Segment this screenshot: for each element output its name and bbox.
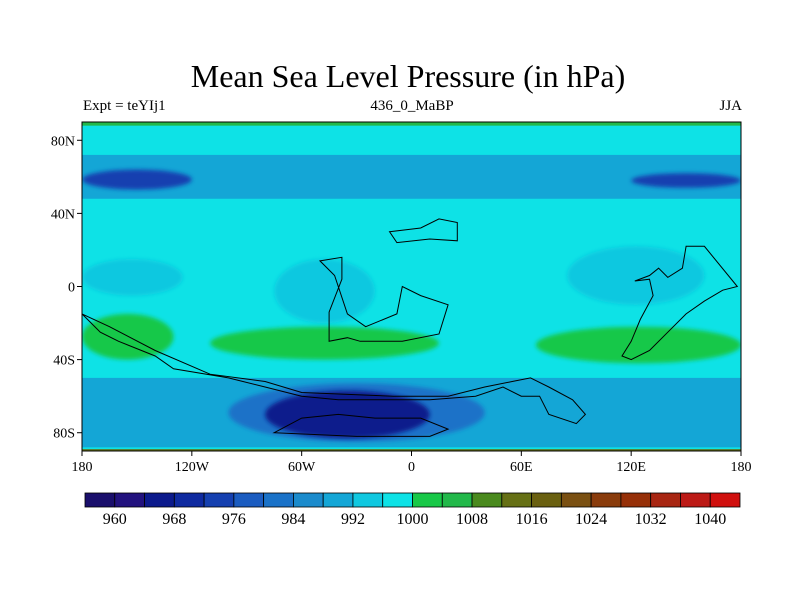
subpolar-low-core-west [82,169,192,190]
x-axis-ticks: 180 120W 60W 0 60E 120E 180 [72,451,752,475]
east-continent [621,245,739,361]
subtropical-high-east [535,326,741,364]
y-tick-label: 80S [53,427,75,442]
x-tick-label: 120W [175,460,210,475]
y-tick-label: 80N [51,134,75,149]
period-label: 436_0_MaBP [370,98,454,114]
colorbar-label: 984 [281,511,305,528]
colorbar-label: 1032 [635,511,667,528]
colorbar-swatch [263,492,294,508]
y-tick-label: 40S [53,354,75,369]
x-tick-label: 180 [72,460,93,475]
central-continent [318,256,449,342]
colorbar-label: 1000 [397,511,429,528]
colorbar-swatch [680,492,711,508]
pressure-field [82,122,741,451]
north-polar-cap [82,122,741,126]
y-axis-ticks: 80N 40N 0 40S 80S [51,134,82,442]
chart-title: Mean Sea Level Pressure (in hPa) [190,58,626,94]
x-tick-label: 0 [408,460,415,475]
season-label: JJA [719,98,742,114]
colorbar-swatch [293,492,324,508]
land-outlines [82,218,739,437]
colorbar-swatch [501,492,532,508]
southern-deep-low-core [265,390,430,439]
y-tick-label: 0 [68,281,75,296]
colorbar-swatch [173,492,205,508]
colorbar: 960 968 976 984 992 1000 1008 1016 1024 1032 1040 [84,492,741,528]
southern-edge-strip [82,449,741,451]
colorbar-swatch [412,492,443,508]
x-tick-label: 180 [731,460,752,475]
colorbar-swatch [560,492,592,508]
tropical-low-central [274,259,375,324]
colorbar-swatch [233,492,265,508]
colorbar-swatch [203,492,235,508]
colorbar-label: 1008 [456,511,488,528]
x-tick-label: 60W [288,460,316,475]
subtropical-high-central [210,326,439,360]
colorbar-swatch [709,492,741,508]
colorbar-swatch [471,492,503,508]
colorbar-label: 1040 [694,511,726,528]
x-tick-label: 60E [510,460,533,475]
subpolar-low-band-north [82,154,741,199]
south-interior [272,413,450,437]
experiment-label: Expt = teYIj1 [83,98,166,114]
colorbar-label: 960 [103,511,127,528]
tropical-low-east [567,246,705,305]
west-continent [82,313,587,425]
colorbar-swatch [531,492,562,508]
colorbar-swatch [620,492,652,508]
x-tick-label: 120E [616,460,646,475]
colorbar-label: 976 [222,511,246,528]
colorbar-swatch [352,492,384,508]
colorbar-swatch [84,492,116,508]
tropical-low-pacific-west [82,259,183,296]
y-tick-label: 40N [51,207,75,222]
colorbar-swatch [650,492,681,508]
colorbar-label: 1016 [516,511,548,528]
colorbar-swatch [322,492,354,508]
colorbar-swatch [441,492,473,508]
subpolar-low-core-east [631,173,741,188]
colorbar-label: 1024 [575,511,607,528]
colorbar-label: 992 [341,511,365,528]
north-continent-a [388,218,458,244]
colorbar-swatch [382,492,413,508]
colorbar-swatch [114,492,145,508]
colorbar-swatch [144,492,175,508]
colorbar-label: 968 [162,511,186,528]
colorbar-swatch [590,492,622,508]
